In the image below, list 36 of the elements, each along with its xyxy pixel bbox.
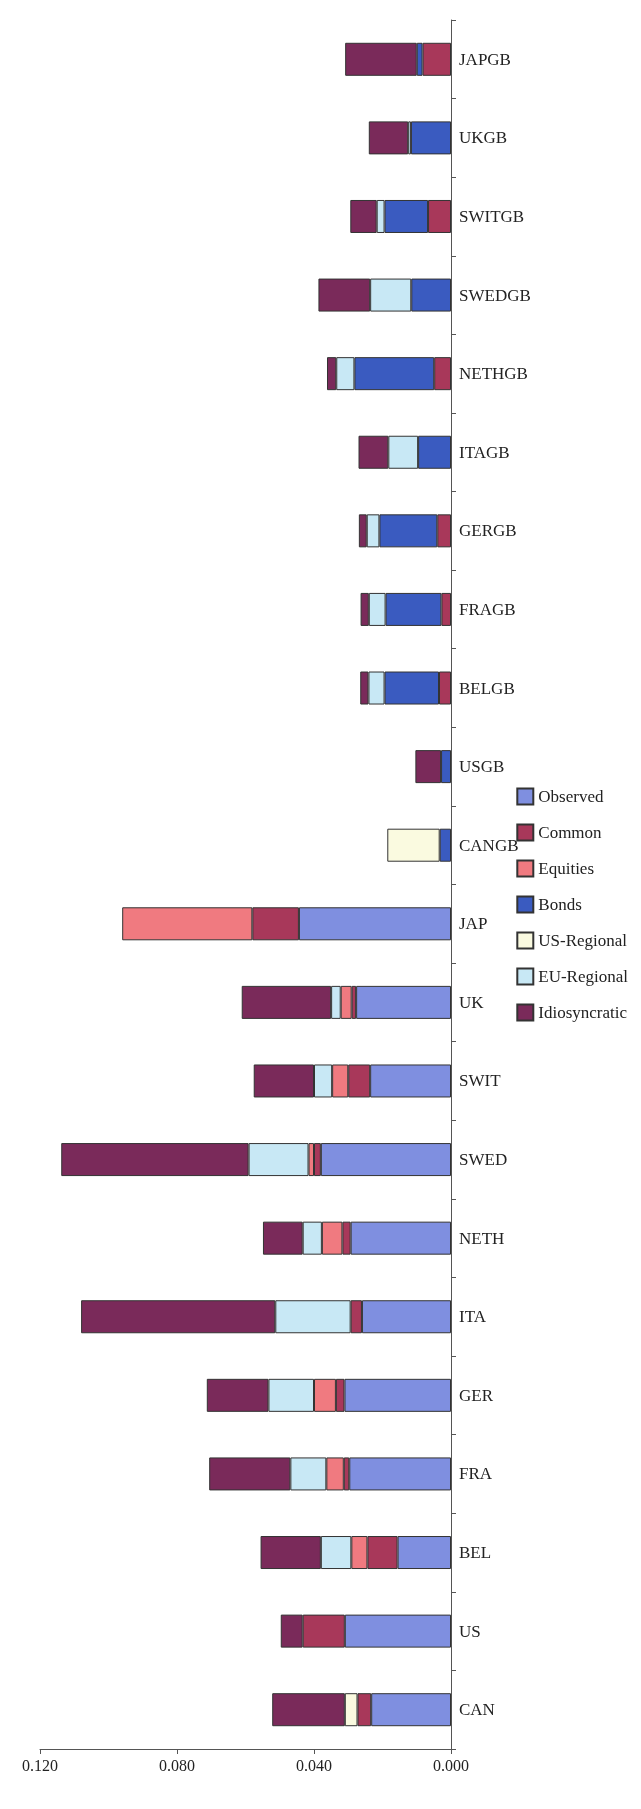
y-tick-label: NETHGB: [459, 364, 528, 384]
y-tick-label: UK: [459, 992, 485, 1012]
y-tick-label: FRAGB: [459, 599, 516, 619]
y-tick-label: FRA: [459, 1464, 493, 1484]
y-tick-label: ITA: [459, 1307, 487, 1327]
y-tick-label: UKGB: [459, 128, 508, 148]
y-tick-label: JAPGB: [459, 49, 511, 69]
bar: [410, 121, 451, 155]
y-tick-label: US: [459, 1621, 481, 1641]
x-tick-label: 0.000: [433, 1756, 469, 1774]
y-tick-label: SWIT: [459, 1071, 502, 1091]
x-tick-label: 0.120: [22, 1756, 58, 1774]
x-tick-label: 0.040: [296, 1756, 332, 1774]
y-tick-label: GER: [459, 1385, 494, 1405]
bar: [356, 985, 451, 1019]
y-tick-label: GERGB: [459, 521, 517, 541]
legend-label: Equities: [538, 859, 595, 878]
y-tick-label: SWITGB: [459, 206, 525, 226]
y-tick-label: BELGB: [459, 678, 515, 698]
legend-label: US-Regional: [538, 931, 628, 950]
legend-label: Idiosyncratic: [538, 1003, 628, 1022]
y-tick-label: SWED: [459, 1150, 508, 1170]
legend-label: Bonds: [538, 895, 582, 914]
y-tick-label: BEL: [459, 1543, 492, 1563]
y-tick-label: ITAGB: [459, 442, 510, 462]
y-tick-label: CAN: [459, 1700, 495, 1720]
y-tick-label: USGB: [459, 757, 505, 777]
y-tick-label: SWEDGB: [459, 285, 531, 305]
y-tick-label: NETH: [459, 1228, 505, 1248]
x-tick-label: 0.080: [159, 1756, 195, 1774]
y-tick-label: CANGB: [459, 835, 519, 855]
bar: [368, 121, 409, 155]
legend-label: Observed: [538, 787, 604, 806]
y-tick-label: JAP: [459, 914, 488, 934]
legend-label: EU-Regional: [538, 967, 629, 986]
legend-label: Common: [538, 823, 603, 842]
